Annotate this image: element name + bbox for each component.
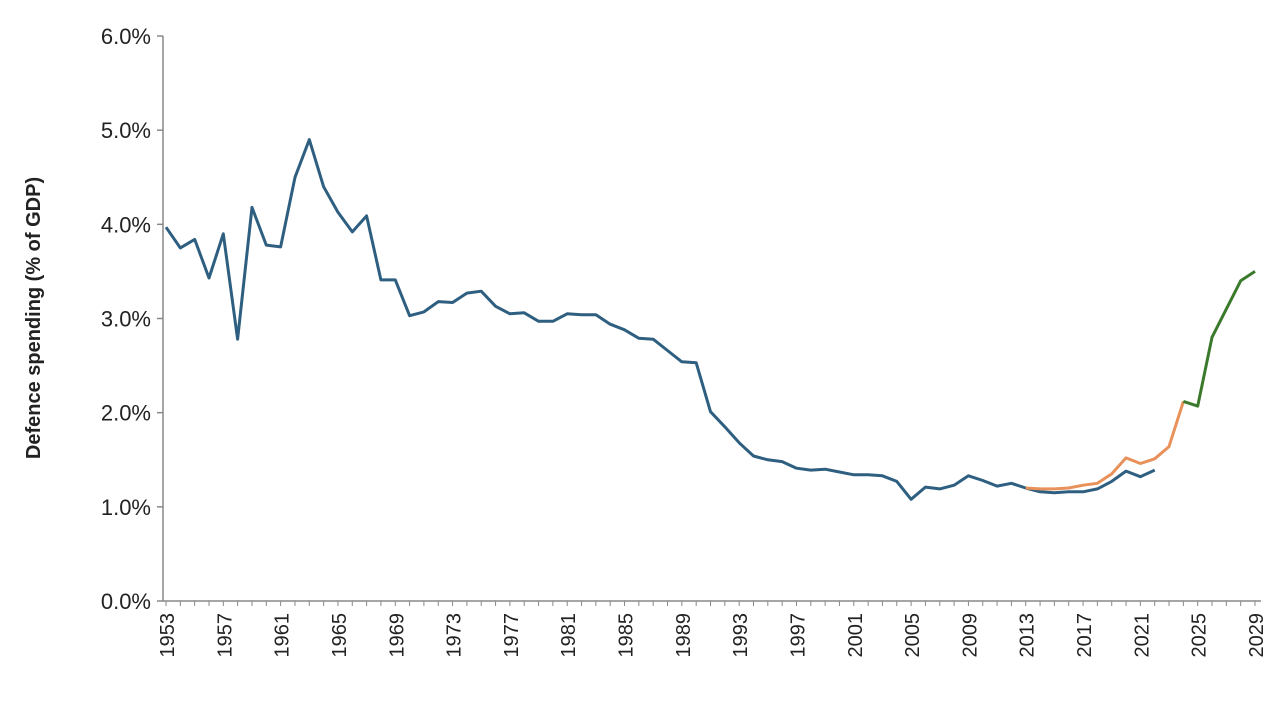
- x-tick-label: 1985: [616, 613, 638, 658]
- x-tick-label: 1997: [787, 613, 809, 658]
- x-tick-label: 2021: [1131, 613, 1153, 658]
- series-historical: [166, 139, 1155, 499]
- y-tick-label: 6.0%: [101, 24, 151, 49]
- y-tick-labels: 0.0% 1.0% 2.0% 3.0% 4.0% 5.0% 6.0%: [101, 24, 151, 614]
- series-line: [1183, 271, 1255, 406]
- x-tick-label: 2029: [1246, 613, 1268, 658]
- x-tick-label: 2009: [959, 613, 981, 658]
- y-tick-label: 4.0%: [101, 212, 151, 237]
- x-tick-label: 1981: [558, 613, 580, 658]
- y-tick-label: 1.0%: [101, 495, 151, 520]
- x-tick-label: 1969: [386, 613, 408, 658]
- y-axis-label: Defence spending (% of GDP): [23, 177, 45, 459]
- x-tick-label: 2001: [845, 613, 867, 658]
- x-tick-label: 1973: [444, 613, 466, 658]
- series-line: [1026, 401, 1184, 489]
- y-tick-label: 2.0%: [101, 401, 151, 426]
- x-tick-label: 1993: [730, 613, 752, 658]
- y-tick-label: 3.0%: [101, 307, 151, 332]
- x-tick-label: 1957: [214, 613, 236, 658]
- series-revised: [1026, 401, 1184, 489]
- x-tick-label: 2017: [1074, 613, 1096, 658]
- x-tick-label: 2005: [902, 613, 924, 658]
- y-tick-label: 0.0%: [101, 589, 151, 614]
- axes: [157, 36, 1261, 606]
- x-tick-label: 2013: [1017, 613, 1039, 658]
- x-tick-label: 1961: [272, 613, 294, 658]
- x-tick-label: 1953: [157, 613, 179, 658]
- x-tick-label: 1977: [501, 613, 523, 658]
- series-projected: [1183, 271, 1255, 406]
- x-tick-label: 1965: [329, 613, 351, 658]
- x-tick-label: 2025: [1189, 613, 1211, 658]
- x-tick-label: 1989: [673, 613, 695, 658]
- series-lines: [166, 139, 1255, 499]
- x-tick-labels: 1953 1957 1961 1965 1969 1973 1977 1981 1985 1989…: [157, 613, 1268, 658]
- y-tick-label: 5.0%: [101, 118, 151, 143]
- series-line: [166, 140, 1155, 500]
